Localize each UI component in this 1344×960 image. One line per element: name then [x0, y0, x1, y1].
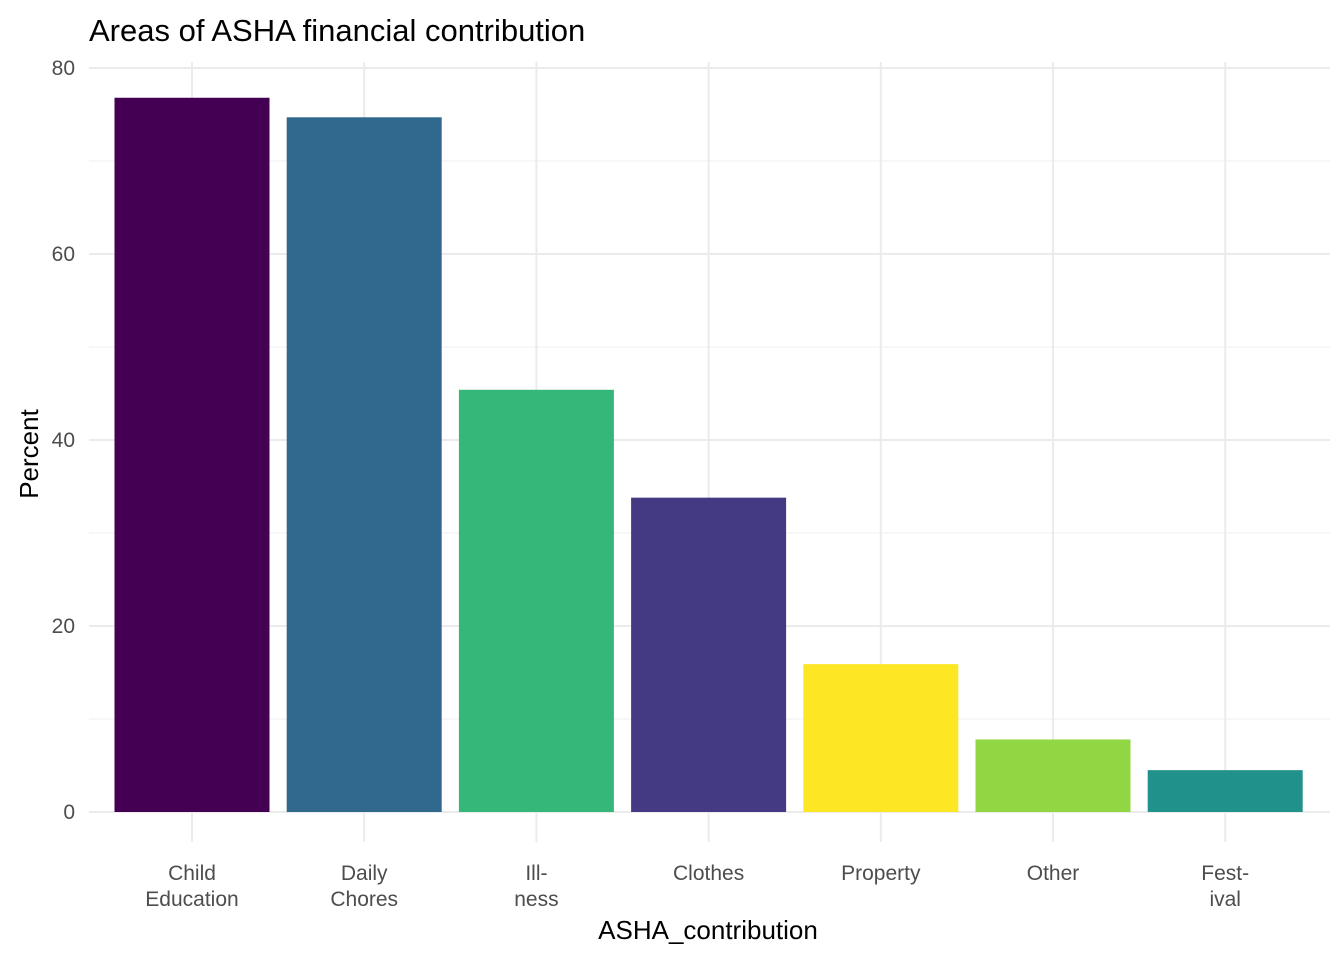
bar	[803, 664, 959, 812]
x-tick-label: Other	[1027, 862, 1080, 885]
chart-title: Areas of ASHA financial contribution	[89, 13, 585, 48]
bar	[1147, 770, 1303, 812]
x-tick-label: Clothes	[673, 862, 744, 885]
bar	[631, 497, 787, 812]
x-tick-label: Daily Chores	[330, 862, 398, 911]
y-axis-ticks: 0 20 40 60 80	[52, 57, 75, 824]
x-tick-label: Fest-ival	[1201, 862, 1249, 911]
x-axis-ticks: Child Education Daily Chores Ill-ness Clothes…	[145, 862, 1249, 911]
bar	[458, 389, 614, 812]
y-axis-title: Percent	[14, 408, 44, 498]
x-tick-label: Property	[841, 862, 921, 885]
y-tick-label: 60	[52, 243, 75, 266]
y-tick-label: 80	[52, 57, 75, 80]
y-tick-label: 20	[52, 615, 75, 638]
y-tick-label: 40	[52, 429, 75, 452]
bar	[286, 117, 442, 813]
bar	[975, 739, 1131, 812]
x-axis-title: ASHA_contribution	[598, 915, 818, 945]
bar	[114, 97, 270, 812]
bars	[114, 97, 1303, 813]
y-tick-label: 0	[63, 801, 75, 824]
x-tick-label: Child Education	[145, 862, 238, 911]
x-tick-label: Ill-ness	[514, 862, 558, 911]
